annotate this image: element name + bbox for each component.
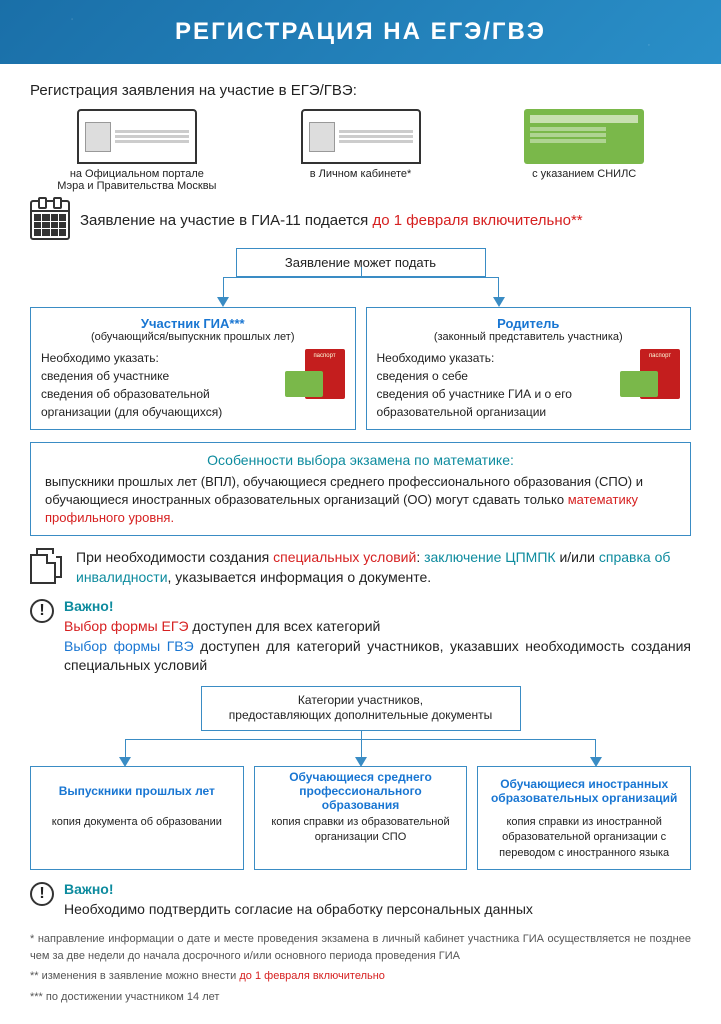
flow3-connector [50, 731, 671, 766]
applicant1-l1: Необходимо указать: [41, 349, 277, 367]
passport-icon [285, 349, 345, 399]
math-note: Особенности выбора экзамена по математик… [30, 442, 691, 536]
category-boxes: Выпускники прошлых леткопия документа об… [30, 766, 691, 870]
passport-icon [620, 349, 680, 399]
important-2: ! Важно! Необходимо подтвердить согласие… [30, 880, 691, 919]
warning-icon: ! [30, 599, 54, 623]
deadline-row: Заявление на участие в ГИА-11 подается д… [30, 200, 691, 240]
applicant2-l3: сведения об участнике ГИА и о его образо… [377, 385, 613, 421]
applicant1-l3: сведения об образовательной организации … [41, 385, 277, 421]
applicant1-title: Участник ГИА*** [41, 316, 345, 331]
math-body: выпускники прошлых лет (ВПЛ), обучающиес… [45, 474, 643, 507]
applicant1-sub: (обучающийся/выпускник прошлых лет) [41, 331, 345, 343]
warn1-h: Важно! [64, 597, 691, 617]
applicant2-l1: Необходимо указать: [377, 349, 613, 367]
applicant-parent: Родитель(законный представитель участник… [366, 307, 692, 430]
applicant2-l2: сведения о себе [377, 367, 613, 385]
footnote-3: *** по достижении участником 14 лет [30, 989, 691, 1006]
cat-foreign: Обучающиеся иностранных образовательных … [477, 766, 691, 870]
footnote-1: * направление информации о дате и месте … [30, 931, 691, 964]
portal-2-label: в Личном кабинете* [254, 168, 468, 180]
footnote-2: ** изменения в заявление можно внести до… [30, 968, 691, 985]
flow-connector [131, 277, 591, 307]
applicant-student: Участник ГИА***(обучающийся/выпускник пр… [30, 307, 356, 430]
header-title: РЕГИСТРАЦИЯ НА ЕГЭ/ГВЭ [175, 18, 546, 45]
cat-spo: Обучающиеся среднего профессионального о… [254, 766, 468, 870]
deadline-text: Заявление на участие в ГИА-11 подается [80, 212, 372, 229]
applicant2-sub: (законный представитель участника) [377, 331, 681, 343]
portal-1-label: на Официальном портале Мэра и Правительс… [30, 168, 244, 192]
portal-row: на Официальном портале Мэра и Правительс… [30, 109, 691, 192]
math-heading: Особенности выбора экзамена по математик… [45, 451, 676, 471]
warn2-h: Важно! [64, 880, 533, 900]
page-header: РЕГИСТРАЦИЯ НА ЕГЭ/ГВЭ [0, 0, 721, 64]
laptop-icon [77, 109, 197, 164]
warn2-body: Необходимо подтвердить согласие на обраб… [64, 900, 533, 920]
cat-vpl: Выпускники прошлых леткопия документа об… [30, 766, 244, 870]
special-conditions: При необходимости создания специальных у… [30, 548, 691, 587]
footnotes: * направление информации о дате и месте … [30, 931, 691, 1005]
snils-card-icon [524, 109, 644, 164]
page-content: Регистрация заявления на участие в ЕГЭ/Г… [0, 64, 721, 1019]
calendar-icon [30, 200, 70, 240]
deadline-date: до 1 февраля включительно** [372, 212, 582, 229]
laptop-icon [301, 109, 421, 164]
portal-snils: с указанием СНИЛС [477, 109, 691, 192]
applicant2-title: Родитель [377, 316, 681, 331]
portal-cabinet: в Личном кабинете* [254, 109, 468, 192]
important-1: ! Важно! Выбор формы ЕГЭ доступен для вс… [30, 597, 691, 675]
warning-icon: ! [30, 882, 54, 906]
portal-official: на Официальном портале Мэра и Правительс… [30, 109, 244, 192]
applicant-boxes: Участник ГИА***(обучающийся/выпускник пр… [30, 307, 691, 430]
categories-header: Категории участников, предоставляющих до… [201, 686, 521, 731]
documents-icon [30, 548, 66, 584]
applicant1-l2: сведения об участнике [41, 367, 277, 385]
subtitle: Регистрация заявления на участие в ЕГЭ/Г… [30, 82, 691, 99]
portal-3-label: с указанием СНИЛС [477, 168, 691, 180]
